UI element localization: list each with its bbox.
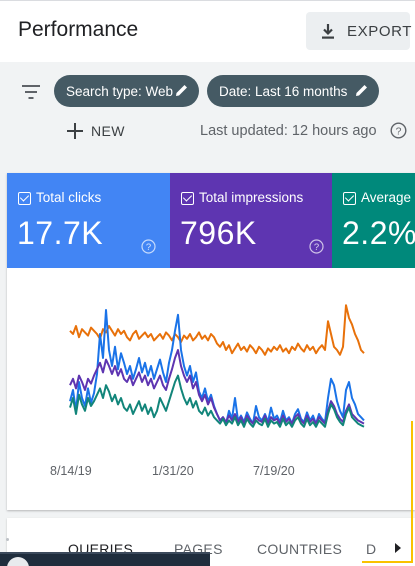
export-button[interactable]: EXPORT [306, 12, 413, 50]
line-chart [69, 304, 365, 428]
page-header: Performance EXPORT [0, 0, 415, 62]
x-tick-label: 1/31/20 [152, 464, 194, 478]
search-type-chip-label: Search type: Web [66, 83, 174, 99]
metric-total-clicks[interactable]: Total clicks 17.7K ? [7, 173, 170, 268]
new-label: NEW [91, 123, 125, 139]
pencil-icon [176, 85, 187, 96]
svg-text:?: ? [146, 242, 151, 253]
metric-value: 796K [180, 215, 257, 251]
metric-label: Average [361, 190, 412, 205]
filter-bar: Search type: Web Date: Last 16 months NE… [0, 62, 415, 162]
new-filter-button[interactable]: NEW [66, 118, 125, 144]
metric-label: Total clicks [36, 190, 102, 205]
svg-text:?: ? [396, 125, 402, 137]
highlight-line [362, 561, 413, 563]
metric-label: Total impressions [199, 190, 304, 205]
help-icon[interactable]: ? [141, 239, 156, 254]
impressions-checkbox[interactable] [181, 192, 194, 205]
search-type-chip[interactable]: Search type: Web [54, 75, 199, 107]
pencil-icon [356, 85, 367, 96]
overlay-button[interactable] [7, 557, 29, 566]
tab-devices[interactable]: D [366, 541, 377, 557]
performance-chart: 8/14/19 1/31/20 7/19/20 [7, 268, 415, 510]
performance-card: Total clicks 17.7K ? Total impressions 7… [7, 173, 415, 510]
x-tick-label: 7/19/20 [253, 464, 295, 478]
clicks-checkbox[interactable] [18, 192, 31, 205]
metric-average[interactable]: Average 2.2% [332, 173, 415, 268]
metric-total-impressions[interactable]: Total impressions 796K ? [170, 173, 332, 268]
series-line-3 [69, 374, 365, 428]
decorative-dot [6, 538, 9, 541]
download-icon [322, 24, 334, 39]
tab-countries[interactable]: COUNTRIES [257, 541, 343, 557]
filter-icon[interactable] [21, 84, 41, 100]
svg-text:?: ? [314, 242, 319, 253]
date-chip-label: Date: Last 16 months [219, 83, 348, 99]
date-chip[interactable]: Date: Last 16 months [207, 75, 379, 107]
help-icon[interactable]: ? [309, 239, 324, 254]
last-updated-text: Last updated: 12 hours ago [200, 123, 377, 139]
help-icon[interactable]: ? [390, 122, 407, 139]
highlight-line [411, 421, 413, 563]
plus-icon [67, 123, 83, 139]
x-tick-label: 8/14/19 [50, 464, 92, 478]
series-line-0 [69, 304, 365, 356]
metric-value: 2.2% [342, 215, 415, 251]
export-label: EXPORT [347, 23, 413, 40]
metric-value: 17.7K [17, 215, 104, 251]
average-checkbox[interactable] [343, 192, 356, 205]
series-line-2 [69, 349, 365, 425]
overlay-bar [0, 552, 210, 566]
page-title: Performance [18, 18, 139, 41]
chevron-right-icon[interactable] [392, 541, 404, 555]
